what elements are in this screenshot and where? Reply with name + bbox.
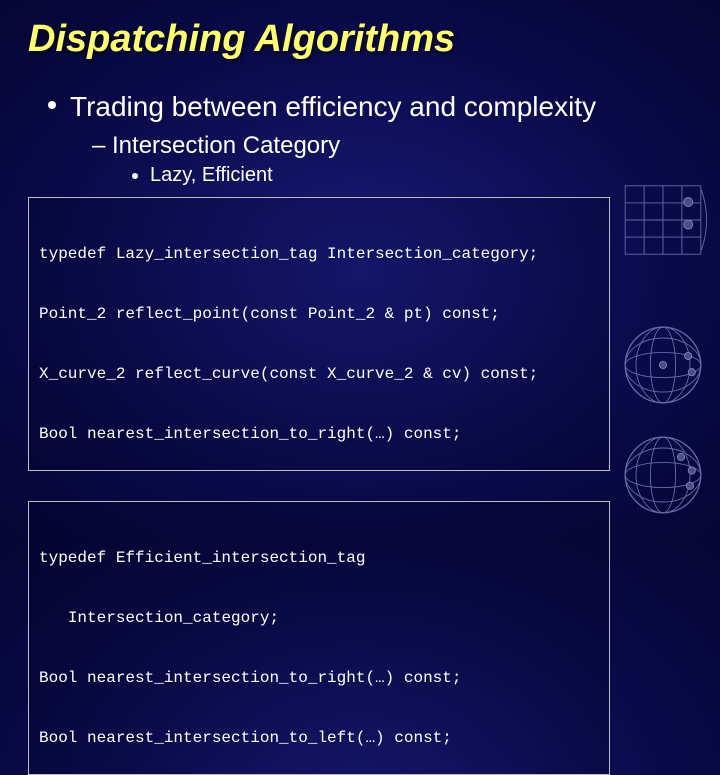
bullet-dot-icon	[48, 101, 56, 109]
bullet-dot-icon	[132, 173, 138, 179]
code-line: X_curve_2 reflect_curve(const X_curve_2 …	[39, 364, 599, 384]
code-line: Bool nearest_intersection_to_right(…) co…	[39, 668, 599, 688]
code-line: Point_2 reflect_point(const Point_2 & pt…	[39, 304, 599, 324]
code-block-efficient: typedef Efficient_intersection_tag Inter…	[28, 501, 610, 775]
bullet-l3-text: Lazy, Efficient	[150, 164, 273, 187]
code-line: Bool nearest_intersection_to_left(…) con…	[39, 728, 599, 748]
sphere-decoration-icon	[618, 320, 708, 410]
bullet-level-3: Lazy, Efficient	[0, 160, 720, 187]
bullet-level-1: Trading between efficiency and complexit…	[0, 71, 720, 124]
code-block-lazy: typedef Lazy_intersection_tag Intersecti…	[28, 197, 610, 471]
code-line: Bool nearest_intersection_to_right(…) co…	[39, 424, 599, 444]
code-line: typedef Efficient_intersection_tag	[39, 548, 599, 568]
bullet-level-2: – Intersection Category	[0, 124, 720, 160]
code-line: typedef Lazy_intersection_tag Intersecti…	[39, 244, 599, 264]
code-line: Intersection_category;	[39, 608, 599, 628]
sphere-decoration-icon	[618, 430, 708, 520]
bullet-l1-text: Trading between efficiency and complexit…	[70, 89, 596, 124]
sphere-decoration-icon	[618, 175, 708, 265]
slide-title: Dispatching Algorithms	[0, 0, 720, 71]
